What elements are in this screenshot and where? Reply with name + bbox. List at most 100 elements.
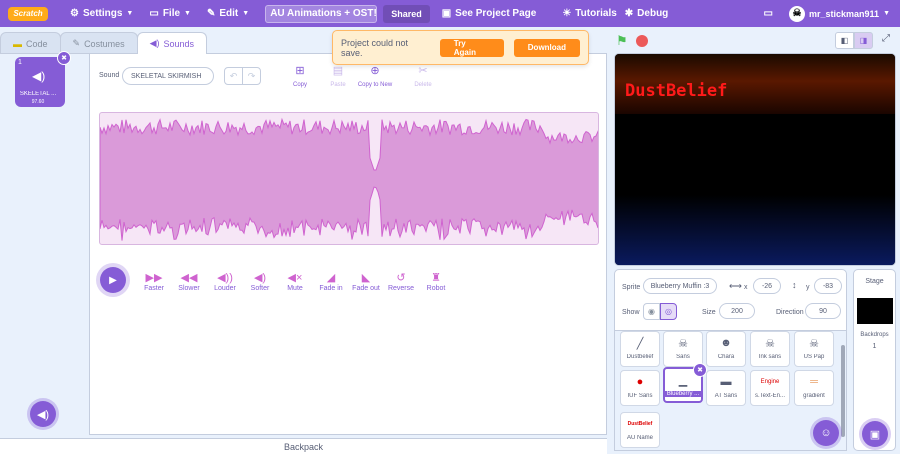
tab-code[interactable]: ▬ Code [0, 32, 61, 54]
project-title-input[interactable]: AU Animations + OST! [265, 4, 378, 23]
waveform[interactable] [99, 112, 599, 245]
effect-fade-in[interactable]: ◢ Fade in [311, 271, 351, 292]
effect-reverse-label: Reverse [387, 285, 415, 292]
effect-louder[interactable]: ◀)) Louder [205, 271, 245, 292]
effect-mute[interactable]: ◀× Mute [275, 271, 315, 292]
file-menu[interactable]: ▭ File ▼ [141, 0, 199, 27]
stage-thumbnail [857, 298, 893, 324]
undo-icon: ↶ [229, 70, 238, 81]
settings-menu[interactable]: ⚙ Settings ▼ [62, 0, 141, 27]
sound-name-label: Sound [99, 72, 120, 79]
choose-sprite-button[interactable]: ☺ [813, 420, 839, 446]
file-icon: ▭ [149, 8, 159, 19]
delete-sprite-button[interactable]: ✖ [693, 363, 707, 377]
effect-slower[interactable]: ◀◀ Slower [169, 271, 209, 292]
copy-button[interactable]: ⊞ Copy [283, 64, 317, 89]
green-flag-button[interactable]: ⚑ [616, 34, 630, 48]
backpack-header[interactable]: Backpack [0, 438, 607, 454]
sprite-tile[interactable]: Engine s.Text-En... [750, 370, 790, 406]
redo-button[interactable]: ↷ [242, 67, 261, 85]
sprite-tile[interactable]: ☠ US Pap [794, 331, 834, 367]
sound-list: 1 ◀) SKELETAL ... 97.60 ✖ ◀) [0, 51, 89, 435]
eye-icon: ◉ [648, 307, 655, 316]
copy-icon: ⊞ [295, 65, 305, 77]
stage-selector[interactable]: Stage Backdrops 1 ▣ [853, 269, 896, 451]
sprite-tile-name: Ink sans [758, 354, 782, 360]
delete-button[interactable]: ✂ Delete [406, 64, 440, 89]
fullscreen-icon: ⤢ [882, 33, 890, 44]
my-stuff-button[interactable]: ▭ [756, 0, 781, 27]
effect-slower-label: Slower [178, 285, 200, 292]
undo-button[interactable]: ↶ [224, 67, 243, 85]
sprite-tile[interactable]: ● IUF Sans [620, 370, 660, 406]
faster-icon: ▶▶ [145, 272, 163, 284]
small-stage-button[interactable]: ◧ [835, 32, 854, 49]
y-input[interactable]: -83 [814, 278, 842, 294]
large-stage-button[interactable]: ◨ [854, 32, 873, 49]
sprite-tile-name: AT Sans [714, 393, 738, 399]
size-input[interactable]: 200 [719, 303, 755, 319]
play-icon: ▶ [109, 274, 117, 286]
redo-icon: ↷ [247, 70, 256, 81]
trash-icon: ✖ [61, 55, 67, 62]
effect-faster[interactable]: ▶▶ Faster [134, 271, 174, 292]
sprite-tile[interactable]: ╱ Dustbelief [620, 331, 660, 367]
download-button[interactable]: Download [513, 38, 580, 57]
waveform-graphic [100, 117, 598, 241]
delete-sound-button[interactable]: ✖ [57, 51, 71, 65]
show-hidden-button[interactable]: ◎ [660, 303, 677, 320]
fullscreen-button[interactable]: ⤢ [878, 33, 894, 49]
x-input[interactable]: -26 [753, 278, 781, 294]
choose-backdrop-button[interactable]: ▣ [862, 421, 888, 447]
scratch-logo[interactable]: Scratch [8, 6, 48, 21]
play-button[interactable]: ▶ [100, 267, 126, 293]
sprite-tile-name: IUF Sans [627, 393, 653, 399]
debug-button[interactable]: ✱ Debug [625, 0, 677, 27]
show-visible-button[interactable]: ◉ [643, 303, 660, 320]
sprite-label: Sprite [622, 284, 641, 291]
sprite-tile[interactable]: ═ gradient [794, 370, 834, 406]
sprite-thumbnail: ☠ [765, 337, 775, 350]
speaker-icon: ◀) [149, 38, 160, 48]
account-menu[interactable]: ☠ mr_stickman911 ▼ [781, 0, 900, 27]
stop-button[interactable] [636, 35, 648, 47]
see-project-page-button[interactable]: ▣ See Project Page [434, 0, 545, 27]
y-label: y [806, 284, 810, 291]
effect-fade-out[interactable]: ◣ Fade out [346, 271, 386, 292]
sprite-tile[interactable]: ☠ Ink sans [750, 331, 790, 367]
sprite-info-panel: Sprite Blueberry Muffin :3 ⟷ x -26 ↕ y -… [614, 269, 847, 331]
tab-costumes[interactable]: ✎ Costumes [59, 32, 138, 54]
globe-icon: ⚙ [70, 8, 79, 19]
sprite-tile[interactable]: ☠ Sans [663, 331, 703, 367]
sprite-tile[interactable]: ▬ AT Sans [706, 370, 746, 406]
save-error-alert: Project could not save. Try Again Downlo… [332, 30, 589, 65]
editor-tabs: ▬ Code ✎ Costumes ◀) Sounds [0, 32, 208, 54]
edit-menu[interactable]: ✎ Edit ▼ [199, 0, 257, 27]
effect-robot[interactable]: ♜ Robot [416, 271, 456, 292]
stage-panel-title: Stage [865, 278, 884, 285]
sprite-tile-selected[interactable]: ▁ Blueberry ... ✖ [663, 363, 707, 403]
copy-to-new-button[interactable]: ⊕ Copy to New [355, 64, 395, 89]
slower-icon: ◀◀ [180, 272, 198, 284]
sprite-name-input[interactable]: Blueberry Muffin :3 [643, 278, 717, 294]
tutorials-button[interactable]: ☀ Tutorials [554, 0, 624, 27]
sprite-tile[interactable]: DustBelief AU Name [620, 412, 660, 448]
effect-fade-in-label: Fade in [319, 285, 343, 292]
try-again-button[interactable]: Try Again [439, 38, 504, 57]
sound-toolbar: Sound SKELETAL SKIRMISH ↶ ↷ ⊞ Copy ▤ Pas… [90, 64, 606, 104]
username: mr_stickman911 [809, 8, 880, 19]
paste-label: Paste [330, 82, 346, 88]
reverse-icon: ↺ [396, 272, 406, 284]
shared-button[interactable]: Shared [383, 4, 430, 23]
paste-button[interactable]: ▤ Paste [321, 64, 355, 89]
direction-input[interactable]: 90 [805, 303, 841, 319]
sound-name-input[interactable]: SKELETAL SKIRMISH [122, 67, 214, 85]
effect-softer[interactable]: ◀) Softer [240, 271, 280, 292]
tab-sounds[interactable]: ◀) Sounds [136, 32, 208, 54]
choose-sound-button[interactable]: ◀) [30, 401, 56, 427]
stage-canvas[interactable]: DustBelief [614, 53, 896, 266]
effect-reverse[interactable]: ↺ Reverse [381, 271, 421, 292]
sprite-list-scrollbar[interactable] [841, 345, 845, 437]
sound-item[interactable]: 1 ◀) SKELETAL ... 97.60 ✖ [15, 51, 71, 107]
sprite-tile[interactable]: ☻ Chara [706, 331, 746, 367]
